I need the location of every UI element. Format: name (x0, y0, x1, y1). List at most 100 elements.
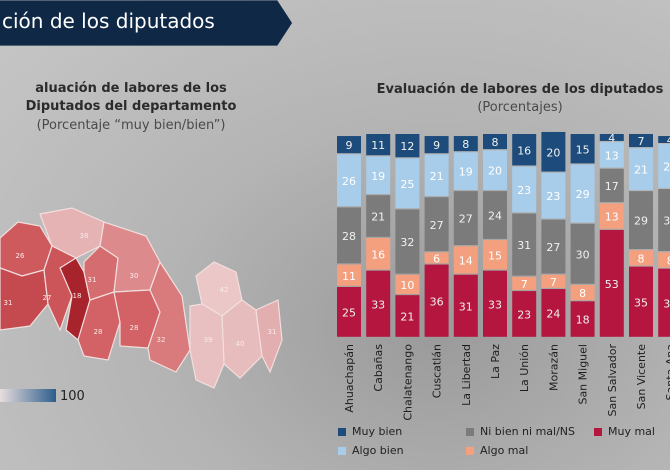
bar-segment (424, 136, 449, 154)
bar-segment (541, 172, 566, 219)
bar-value-label: 13 (605, 211, 619, 224)
bar-segment (658, 144, 670, 188)
bar-value-label: 33 (488, 298, 502, 311)
bar-value-label: 8 (579, 287, 586, 300)
legend-swatch (594, 428, 602, 436)
legend-item-algo-mal: Algo mal (466, 444, 528, 457)
category-label: La Unión (518, 344, 531, 392)
bar-segment (453, 152, 478, 190)
bar-value-label: 27 (459, 213, 473, 226)
bar-segment (483, 270, 507, 337)
bar-value-label: 20 (488, 165, 502, 178)
bar-segment (599, 203, 624, 229)
bar-value-label: 7 (521, 278, 528, 291)
category-label: Morazán (547, 344, 560, 391)
map-label-1: 26 (16, 252, 25, 260)
bar-segment (366, 270, 391, 337)
map-label-8: 28 (94, 328, 103, 336)
page-title: ción de los diputados (2, 9, 215, 33)
bar-segment (424, 264, 449, 337)
bar-segment (629, 134, 653, 148)
bar-value-label: 27 (430, 219, 444, 232)
category-label: Chalatenango (401, 344, 414, 421)
color-scale-bar (0, 389, 56, 402)
bar-segment (366, 195, 391, 237)
bar-value-label: 28 (342, 230, 356, 243)
bar-segment (366, 156, 391, 194)
bar-segment (599, 229, 624, 337)
bar-segment (541, 131, 566, 172)
category-label: La Paz (489, 344, 502, 379)
category-label: San Vicente (635, 344, 648, 410)
bar-segment (337, 207, 361, 264)
bar-value-label: 20 (546, 146, 560, 159)
bar-segment (337, 154, 361, 207)
bar-segment (599, 168, 624, 203)
bar-segment (658, 268, 670, 337)
legend-label: Algo bien (352, 444, 404, 457)
bar-segment (453, 136, 478, 152)
bar-value-label: 25 (400, 178, 414, 191)
bar-value-label: 11 (371, 139, 385, 152)
bar-value-label: 16 (371, 248, 385, 261)
category-label: Ahuachapán (343, 344, 356, 413)
bar-value-label: 18 (576, 314, 590, 327)
bar-value-label: 36 (430, 295, 444, 308)
bar-value-label: 30 (576, 248, 590, 261)
bar-segment (512, 291, 537, 337)
bar-value-label: 15 (488, 249, 502, 262)
bar-value-label: 21 (371, 211, 385, 224)
title-banner (0, 0, 293, 46)
map-label-3: 31 (4, 299, 13, 307)
bar-segment (570, 301, 595, 337)
map-label-13: 39 (204, 336, 213, 344)
category-label: San Miguel (577, 344, 590, 405)
legend-item-algo-bien: Algo bien (338, 444, 404, 457)
bar-value-label: 31 (663, 215, 670, 228)
bar-segment (337, 136, 361, 154)
legend-swatch (466, 428, 474, 436)
map-label-5: 27 (43, 294, 52, 302)
legend-item-muy-mal: Muy mal (594, 425, 655, 438)
bar-segment (570, 164, 595, 223)
bar-value-label: 8 (667, 254, 670, 267)
legend-item-ni-bien-ni-mal: Ni bien ni mal/NS (466, 425, 575, 438)
bar-value-label: 23 (517, 309, 531, 322)
bar-value-label: 25 (342, 307, 356, 320)
map-label-12: 40 (236, 340, 245, 348)
legend-label: Algo mal (480, 444, 529, 457)
map-region-13 (189, 303, 225, 389)
bar-segment (512, 166, 537, 213)
bar-value-label: 21 (634, 164, 648, 177)
bar-segment (512, 276, 537, 290)
bar-value-label: 22 (663, 161, 670, 174)
bar-segment (658, 189, 670, 252)
bar-segment (483, 191, 507, 239)
legend-label: Ni bien ni mal/NS (480, 425, 576, 438)
legend-swatch (338, 447, 346, 455)
bar-segment (395, 274, 420, 294)
bar-value-label: 4 (667, 134, 670, 147)
bar-value-label: 27 (546, 241, 560, 254)
chart-title: Evaluación de labores de los diputados (376, 82, 664, 97)
bar-value-label: 21 (400, 311, 414, 324)
map-label-6: 31 (88, 276, 97, 284)
bar-value-label: 8 (638, 252, 645, 265)
bar-segment (337, 264, 361, 286)
color-scale-max: 100 (60, 389, 85, 404)
legend-swatch (338, 428, 346, 436)
map-subtitle: (Porcentaje “muy bien/bien”) (36, 118, 226, 133)
map-label-2: 38 (80, 232, 89, 240)
bar-value-label: 8 (462, 138, 469, 151)
map-title: aluación de labores de los Diputados del… (25, 81, 237, 114)
bar-value-label: 24 (546, 308, 560, 321)
bar-segment (570, 284, 595, 301)
bar-segment (337, 287, 361, 337)
bar-value-label: 9 (433, 139, 440, 152)
legend-label: Muy mal (608, 425, 655, 438)
bar-value-label: 24 (488, 210, 502, 223)
bar-segment (483, 240, 507, 270)
bar-value-label: 31 (517, 239, 531, 252)
category-label: San Salvador (606, 344, 619, 417)
